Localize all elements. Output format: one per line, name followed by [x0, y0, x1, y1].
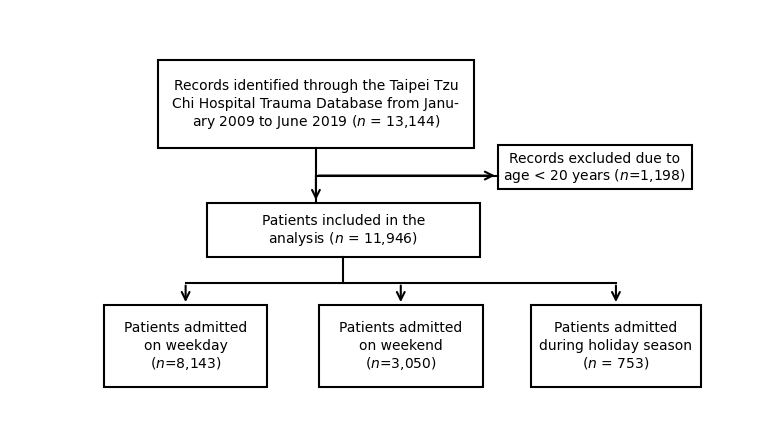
Text: ($\it{n}$=8,143): ($\it{n}$=8,143) [150, 355, 221, 372]
Text: Records excluded due to: Records excluded due to [509, 152, 680, 166]
Text: on weekend: on weekend [359, 339, 443, 353]
Text: Records identified through the Taipei Tzu: Records identified through the Taipei Tz… [174, 80, 458, 93]
FancyBboxPatch shape [531, 305, 701, 387]
FancyBboxPatch shape [104, 305, 267, 387]
Text: Chi Hospital Trauma Database from Janu-: Chi Hospital Trauma Database from Janu- [173, 97, 459, 111]
Text: Patients admitted: Patients admitted [339, 321, 462, 335]
Text: ary 2009 to June 2019 ($\it{n}$ = 13,144): ary 2009 to June 2019 ($\it{n}$ = 13,144… [192, 113, 440, 131]
Text: Patients admitted: Patients admitted [554, 321, 677, 335]
FancyBboxPatch shape [206, 203, 479, 257]
Text: Patients included in the: Patients included in the [261, 214, 425, 228]
FancyBboxPatch shape [159, 60, 474, 149]
FancyBboxPatch shape [319, 305, 482, 387]
Text: during holiday season: during holiday season [540, 339, 692, 353]
Text: age < 20 years ($\it{n}$=1,198): age < 20 years ($\it{n}$=1,198) [504, 167, 686, 185]
Text: on weekday: on weekday [144, 339, 228, 353]
Text: ($\it{n}$=3,050): ($\it{n}$=3,050) [365, 355, 436, 372]
Text: analysis ($\it{n}$ = 11,946): analysis ($\it{n}$ = 11,946) [268, 230, 418, 248]
Text: Patients admitted: Patients admitted [124, 321, 247, 335]
Text: ($\it{n}$ = 753): ($\it{n}$ = 753) [583, 355, 650, 371]
FancyBboxPatch shape [498, 145, 692, 189]
